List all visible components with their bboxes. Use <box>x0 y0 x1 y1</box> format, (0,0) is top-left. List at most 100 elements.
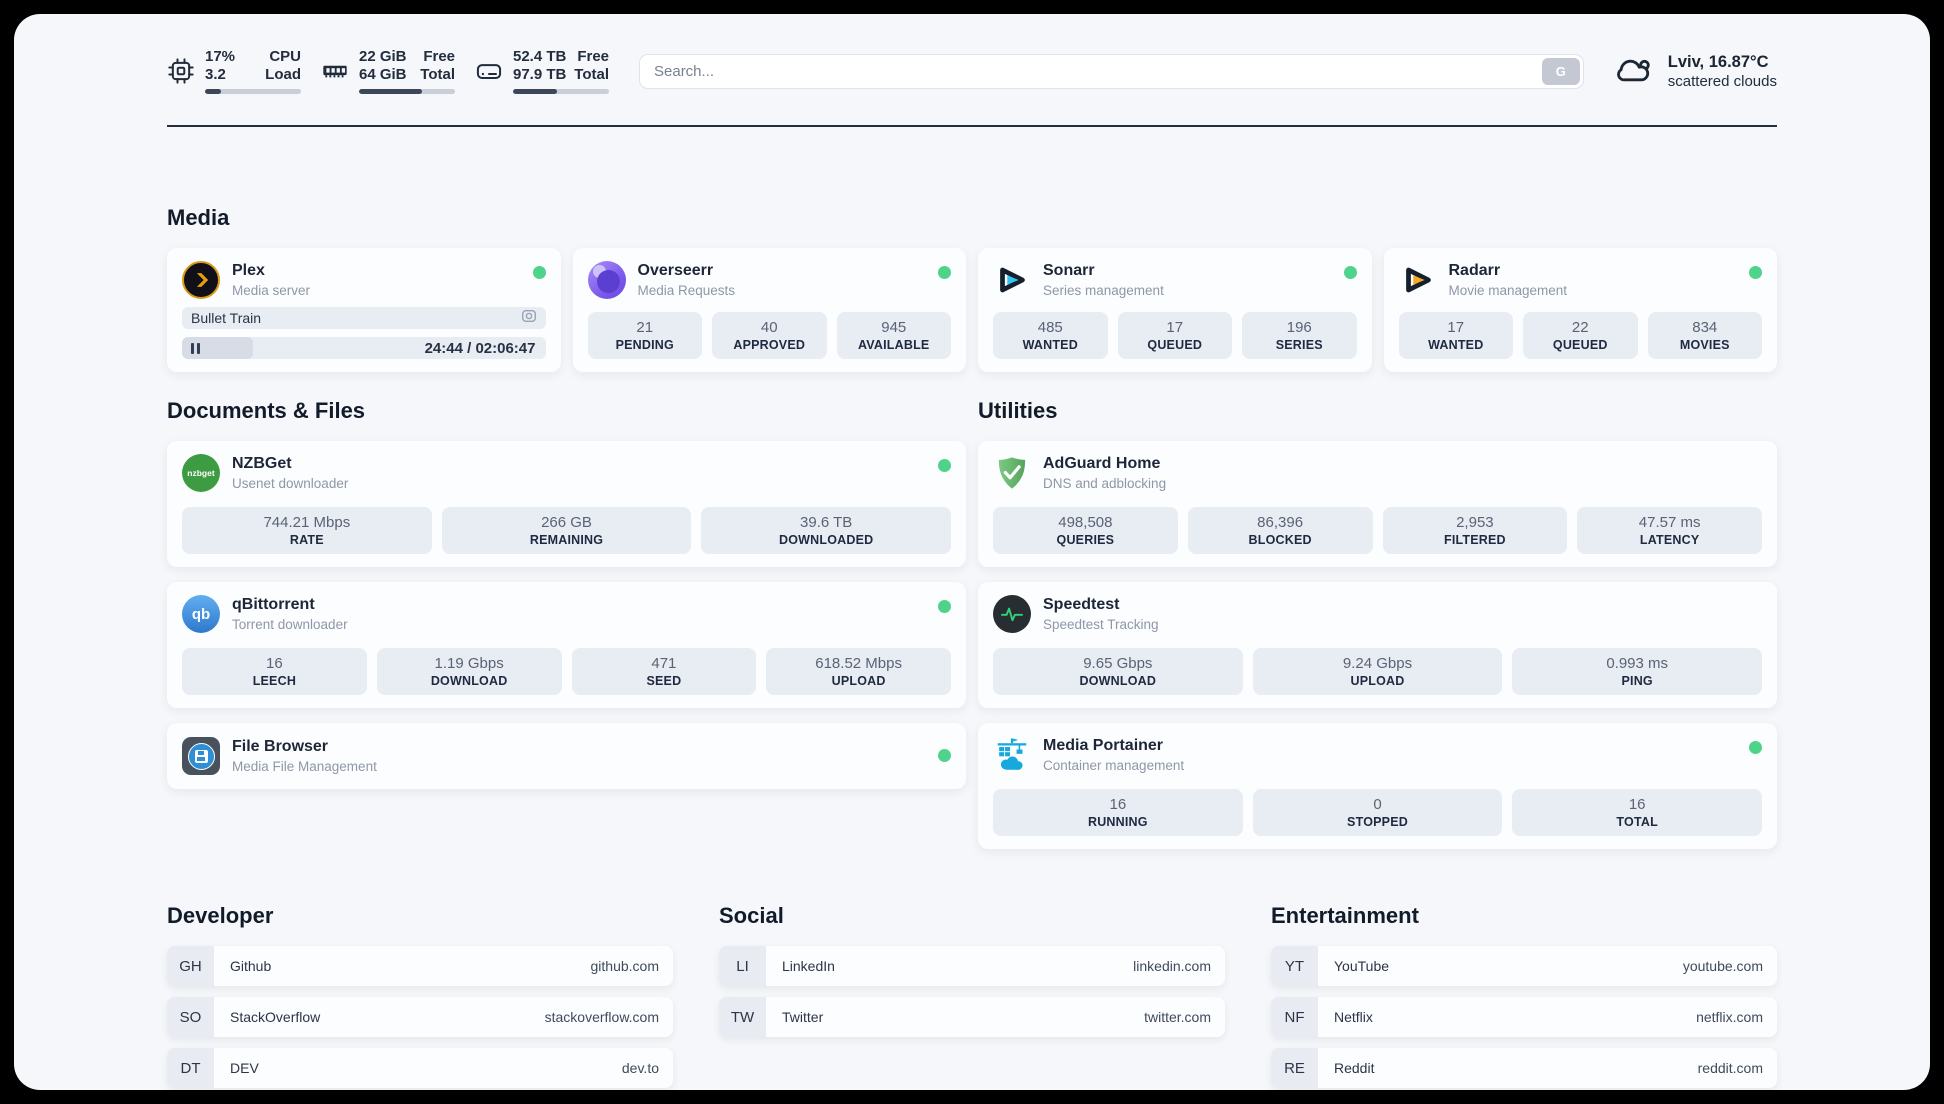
app-name: Radarr <box>1448 262 1501 279</box>
stat-rate: 744.21 Mbps RATE <box>182 507 432 554</box>
app-name: NZBGet <box>232 455 292 472</box>
app-subtitle: Container management <box>1043 758 1185 773</box>
stat-pending: 21 PENDING <box>587 312 702 359</box>
stat-latency: 47.57 ms LATENCY <box>1577 507 1762 554</box>
sonarr-logo-icon <box>993 261 1031 299</box>
bookmark-dev[interactable]: DT DEV dev.to <box>167 1048 673 1088</box>
search-input[interactable] <box>639 53 1584 89</box>
disk-total: 97.9 TB <box>513 66 567 83</box>
memory-free-label: Free <box>423 48 455 65</box>
section-title-media: Media <box>167 205 230 230</box>
app-name: File Browser <box>232 738 329 755</box>
bookmark-stackoverflow[interactable]: SO StackOverflow stackoverflow.com <box>167 997 673 1037</box>
stat-wanted: 17 WANTED <box>1398 312 1513 359</box>
bookmark-twitter[interactable]: TW Twitter twitter.com <box>719 997 1225 1037</box>
app-card-nzbget[interactable]: nzbget NZBGet Usenet downloader 744.21 M… <box>167 441 966 567</box>
app-name: Speedtest <box>1043 596 1120 613</box>
app-name: Sonarr <box>1043 262 1095 279</box>
bookmark-youtube[interactable]: YT YouTube youtube.com <box>1271 946 1777 986</box>
header-divider <box>167 125 1777 127</box>
stat-queries: 498,508 QUERIES <box>993 507 1178 554</box>
bookmark-name: DEV <box>230 1060 259 1076</box>
cloud-icon <box>1610 49 1656 94</box>
stat-series: 196 SERIES <box>1242 312 1357 359</box>
disk-free: 52.4 TB <box>513 48 567 65</box>
search-bar: G <box>639 53 1584 89</box>
stat-remaining: 266 GB REMAINING <box>441 507 692 554</box>
bookmark-url: github.com <box>590 958 659 974</box>
app-card-portainer[interactable]: Media Portainer Container management 16 R… <box>978 723 1777 849</box>
section-title-utilities: Utilities <box>978 398 1058 423</box>
memory-widget: 22 GiB Free 64 GiB Total <box>321 48 455 94</box>
camera-icon[interactable] <box>521 308 537 329</box>
disk-progress-fill <box>513 89 558 94</box>
app-subtitle: Torrent downloader <box>232 617 348 632</box>
app-card-adguard[interactable]: AdGuard Home DNS and adblocking 498,508 Q… <box>978 441 1777 567</box>
bookmark-url: stackoverflow.com <box>544 1009 659 1025</box>
cpu-progress-track <box>205 89 301 94</box>
bookmark-github[interactable]: GH Github github.com <box>167 946 673 986</box>
app-subtitle: Movie management <box>1448 283 1568 298</box>
app-name: Overseerr <box>637 262 714 279</box>
portainer-logo-icon <box>993 736 1031 774</box>
app-name: qBittorrent <box>232 596 315 613</box>
disk-widget: 52.4 TB Free 97.9 TB Total <box>475 48 609 94</box>
cpu-icon <box>167 57 195 85</box>
stat-upload: 618.52 Mbps UPLOAD <box>766 648 951 695</box>
plex-now-playing-row[interactable]: Bullet Train <box>182 307 546 329</box>
top-bar: 17% CPU 3.2 Load 22 <box>167 48 1777 94</box>
bookmark-abbr-badge: NF <box>1271 997 1318 1037</box>
stat-leech: 16 LEECH <box>182 648 367 695</box>
playback-progress-fill <box>182 337 253 359</box>
memory-free: 22 GiB <box>359 48 407 65</box>
app-subtitle: Usenet downloader <box>232 476 349 491</box>
stat-running: 16 RUNNING <box>993 789 1243 836</box>
app-card-sonarr[interactable]: Sonarr Series management 485 WANTED 17 QUE… <box>978 248 1372 372</box>
app-subtitle: Series management <box>1043 283 1164 298</box>
adguard-logo-icon <box>993 454 1031 492</box>
app-card-plex[interactable]: Plex Media server Bullet Train <box>167 248 561 372</box>
status-dot <box>938 266 951 279</box>
bookmark-netflix[interactable]: NF Netflix netflix.com <box>1271 997 1777 1037</box>
cpu-loadavg: 3.2 <box>205 66 226 83</box>
app-card-filebrowser[interactable]: File Browser Media File Management <box>167 723 966 789</box>
app-subtitle: DNS and adblocking <box>1043 476 1167 491</box>
app-card-radarr[interactable]: Radarr Movie management 17 WANTED 22 QUEUE… <box>1383 248 1777 372</box>
dashboard-page: 17% CPU 3.2 Load 22 <box>14 14 1930 1090</box>
stat-queued: 22 QUEUED <box>1523 312 1638 359</box>
section-title-developer: Developer <box>167 903 274 928</box>
bookmark-abbr-badge: LI <box>719 946 766 986</box>
app-card-qbittorrent[interactable]: qb qBittorrent Torrent downloader 16 LEEC… <box>167 582 966 708</box>
bookmark-url: reddit.com <box>1697 1060 1763 1076</box>
bookmark-reddit[interactable]: RE Reddit reddit.com <box>1271 1048 1777 1088</box>
app-card-speedtest[interactable]: Speedtest Speedtest Tracking 9.65 Gbps DO… <box>978 582 1777 708</box>
app-card-overseerr[interactable]: Overseerr Media Requests 21 PENDING 40 APP… <box>572 248 966 372</box>
bookmark-abbr-badge: TW <box>719 997 766 1037</box>
disk-total-label: Total <box>574 66 609 83</box>
system-metrics: 17% CPU 3.2 Load 22 <box>167 48 609 94</box>
bookmark-abbr-badge: GH <box>167 946 214 986</box>
section-title-social: Social <box>719 903 784 928</box>
bookmark-abbr-badge: SO <box>167 997 214 1037</box>
bookmark-name: Netflix <box>1334 1009 1373 1025</box>
search-engine-button[interactable]: G <box>1541 57 1580 85</box>
stat-filtered: 2,953 FILTERED <box>1382 507 1568 554</box>
weather-location-temp: Lviv, 16.87°C <box>1667 52 1769 71</box>
bookmark-name: Github <box>230 958 272 974</box>
status-dot <box>1749 266 1762 279</box>
status-dot <box>1343 266 1357 279</box>
pause-icon <box>191 342 194 354</box>
bookmark-name: LinkedIn <box>782 958 835 974</box>
memory-progress-fill <box>359 89 423 94</box>
app-subtitle: Speedtest Tracking <box>1043 617 1159 632</box>
app-name: AdGuard Home <box>1043 455 1161 472</box>
bookmark-url: twitter.com <box>1144 1009 1211 1025</box>
stat-upload: 9.24 Gbps UPLOAD <box>1252 648 1503 695</box>
stat-blocked: 86,396 BLOCKED <box>1187 507 1373 554</box>
bookmark-linkedin[interactable]: LI LinkedIn linkedin.com <box>719 946 1225 986</box>
status-dot <box>1749 741 1762 754</box>
stat-queued: 17 QUEUED <box>1117 312 1232 359</box>
bookmark-name: Reddit <box>1334 1060 1375 1076</box>
plex-playback-progress[interactable]: 24:44 / 02:06:47 <box>182 337 546 359</box>
